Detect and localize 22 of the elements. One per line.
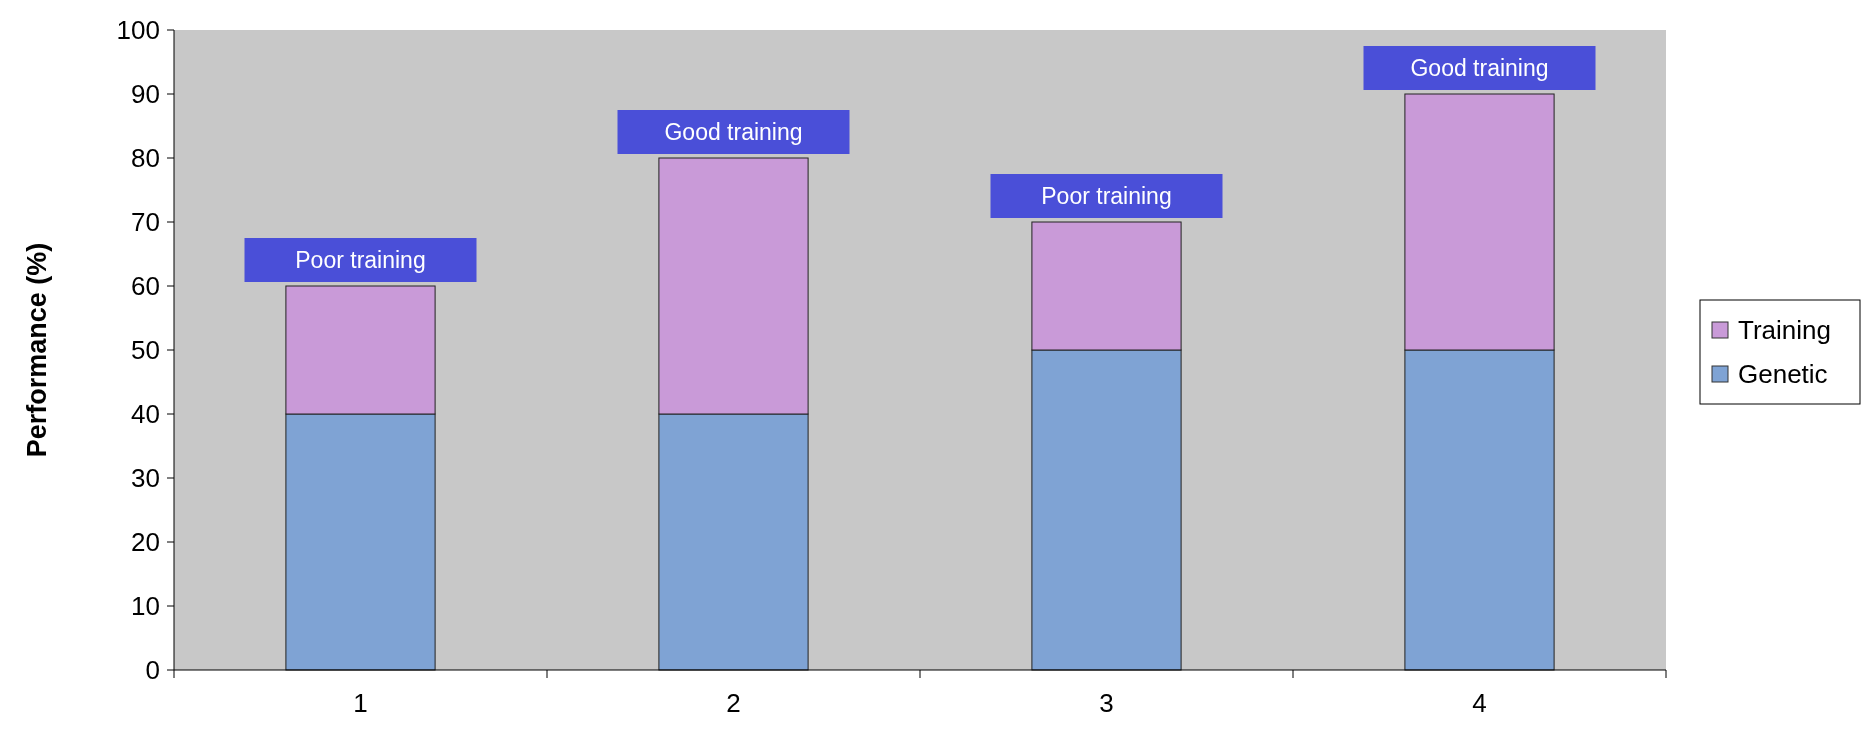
y-tick-label: 100 <box>116 15 160 46</box>
y-tick-label: 20 <box>131 527 160 558</box>
x-tick-label: 3 <box>1099 688 1114 718</box>
y-tick-label: 70 <box>131 207 160 238</box>
y-tick-label: 30 <box>131 463 160 494</box>
y-tick-label: 90 <box>131 79 160 110</box>
y-tick-label: 0 <box>145 655 160 686</box>
x-tick-label: 1 <box>353 688 368 718</box>
annotation: Good training <box>664 119 803 146</box>
y-tick-label: 40 <box>131 399 160 430</box>
annotation: Good training <box>1410 55 1549 82</box>
legend-label: Training <box>1738 315 1831 346</box>
y-axis-title: Performance (%) <box>22 242 52 458</box>
y-tick-label: 80 <box>131 143 160 174</box>
x-tick-label: 4 <box>1472 688 1487 718</box>
y-tick-label: 10 <box>131 591 160 622</box>
annotation: Poor training <box>1041 183 1172 210</box>
x-tick-label: 2 <box>726 688 741 718</box>
y-tick-label: 60 <box>131 271 160 302</box>
y-tick-label: 50 <box>131 335 160 366</box>
legend-label: Genetic <box>1738 359 1828 390</box>
annotation: Poor training <box>295 247 426 274</box>
